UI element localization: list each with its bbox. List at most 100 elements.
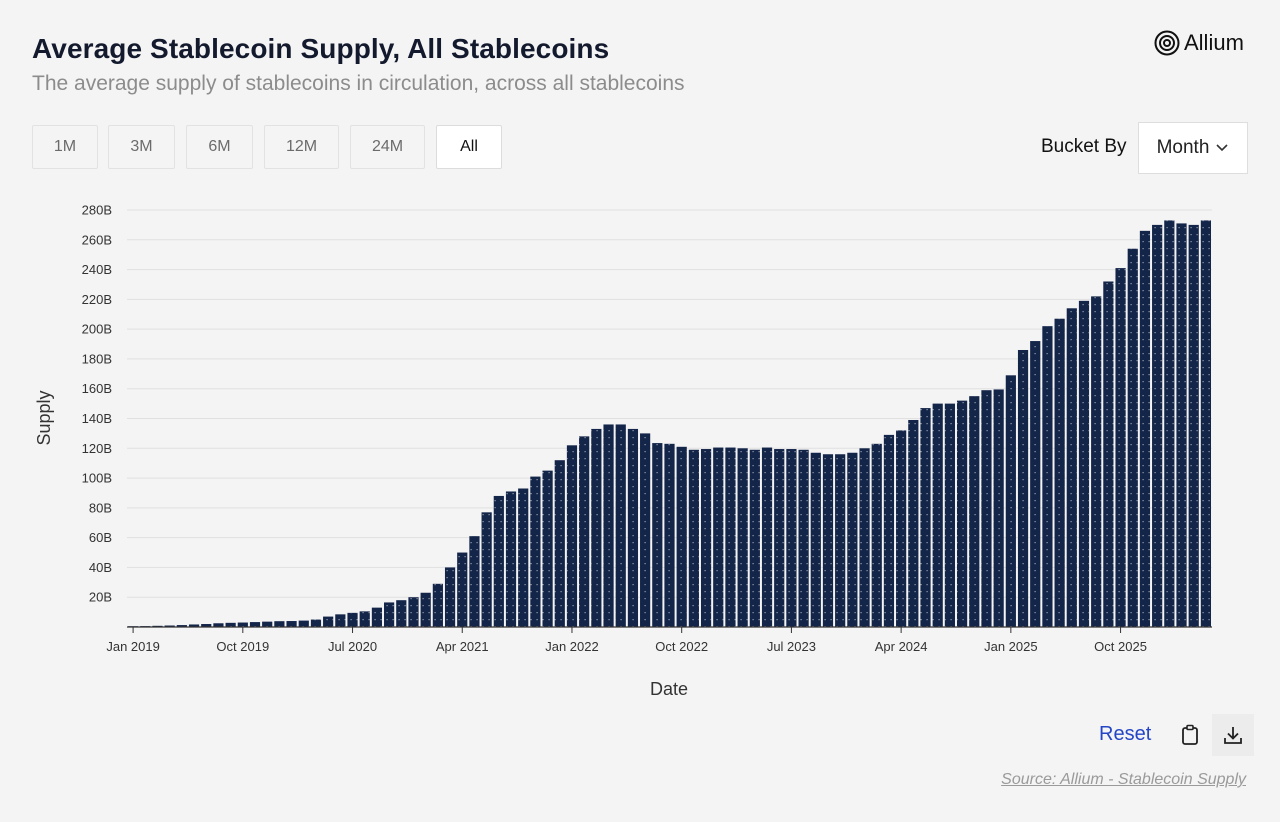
bar-texture <box>786 449 797 627</box>
bar-texture <box>1030 341 1041 627</box>
bar-texture <box>603 424 614 627</box>
bar-texture <box>566 445 578 627</box>
bar-texture <box>1017 349 1029 627</box>
bar-texture <box>384 602 395 627</box>
download-button[interactable] <box>1212 714 1254 756</box>
bar-texture <box>969 396 980 627</box>
bar-texture <box>469 536 480 627</box>
y-tick-label: 160B <box>82 381 112 396</box>
bar[interactable] <box>188 624 200 627</box>
x-tick-label: Oct 2019 <box>216 639 269 654</box>
y-tick-label: 240B <box>82 262 112 277</box>
range-button-all[interactable]: All <box>436 125 502 169</box>
bar-texture <box>1188 224 1199 627</box>
bar-texture <box>676 446 687 627</box>
y-tick-label: 20B <box>89 590 112 605</box>
bar-texture <box>408 597 419 627</box>
bar-texture <box>1054 318 1065 627</box>
bucket-by-value: Month <box>1156 137 1210 158</box>
bar-texture <box>652 443 663 627</box>
bar-texture <box>810 452 821 627</box>
bar-texture <box>457 552 468 627</box>
x-tick-label: Oct 2022 <box>655 639 708 654</box>
bar-texture <box>1103 281 1114 627</box>
bar-texture <box>335 614 346 627</box>
bar-texture <box>1115 268 1126 627</box>
bar-texture <box>1042 326 1053 627</box>
bar-texture <box>700 449 712 627</box>
bucket-by-label: Bucket By <box>1041 136 1127 157</box>
x-tick-label: Jul 2023 <box>767 639 816 654</box>
bar-texture <box>1091 296 1102 627</box>
y-axis-ticks: 20B 40B 60B 80B 100B 120B 140B 160B 180B 200B 220B… <box>82 203 112 605</box>
bar-texture <box>896 430 907 627</box>
bar-texture <box>1005 375 1016 627</box>
bar-texture <box>1066 308 1077 627</box>
bar[interactable] <box>176 625 187 627</box>
bar-texture <box>688 449 699 627</box>
download-icon <box>1224 727 1242 744</box>
bar-texture <box>993 389 1004 627</box>
clipboard-icon <box>1182 724 1198 745</box>
bar-texture <box>883 434 895 627</box>
bar-texture <box>493 495 504 627</box>
y-tick-label: 120B <box>82 441 112 456</box>
bar-texture <box>871 443 882 627</box>
range-button-12m[interactable]: 12M <box>264 125 339 169</box>
x-axis-label: Date <box>650 679 688 699</box>
chevron-down-icon <box>1216 144 1228 152</box>
range-button-6m[interactable]: 6M <box>186 125 253 169</box>
bar-texture <box>359 611 370 627</box>
bar-texture <box>859 448 870 627</box>
bar-texture <box>518 488 529 627</box>
bar-texture <box>640 433 651 627</box>
bar-texture <box>286 621 297 627</box>
copy-button[interactable] <box>1170 715 1210 755</box>
bar-texture <box>956 400 968 627</box>
source-link[interactable]: Source: Allium - Stablecoin Supply <box>1001 771 1246 788</box>
y-tick-label: 180B <box>82 351 112 366</box>
bar-texture <box>310 619 322 627</box>
range-button-1m[interactable]: 1M <box>32 125 98 169</box>
bar-texture <box>262 621 273 627</box>
bar-texture <box>347 612 358 627</box>
y-tick-label: 60B <box>89 530 112 545</box>
range-button-3m[interactable]: 3M <box>108 125 175 169</box>
bar[interactable] <box>164 625 175 627</box>
bar-texture <box>774 449 785 627</box>
y-tick-label: 80B <box>89 500 112 515</box>
bar-texture <box>481 512 492 627</box>
y-tick-label: 280B <box>82 203 112 218</box>
logo-text: Allium <box>1184 30 1244 55</box>
chart-subtitle: The average supply of stablecoins in cir… <box>32 72 685 95</box>
bar-texture <box>981 390 992 627</box>
bar-texture <box>1152 224 1163 627</box>
bar-texture <box>932 403 943 627</box>
x-tick-label: Oct 2025 <box>1094 639 1147 654</box>
bar-texture <box>1164 220 1175 628</box>
x-tick-label: Jan 2025 <box>984 639 1038 654</box>
bar-texture <box>579 436 590 627</box>
reset-button[interactable]: Reset <box>1099 723 1152 745</box>
bar-texture <box>371 607 383 627</box>
bar-texture <box>225 622 236 627</box>
bar-texture <box>908 419 919 627</box>
chart-title: Average Stablecoin Supply, All Stablecoi… <box>32 33 610 64</box>
bucket-by-select[interactable]: Month <box>1138 122 1248 174</box>
bar-texture <box>298 620 309 627</box>
bar[interactable] <box>213 623 224 627</box>
allium-logo: Allium <box>1154 30 1244 56</box>
bar-texture <box>554 460 565 627</box>
bar-texture <box>505 491 517 627</box>
bar-texture <box>591 428 602 627</box>
bar-texture <box>725 447 736 627</box>
y-tick-label: 260B <box>82 232 112 247</box>
bar-texture <box>530 476 541 627</box>
bar-texture <box>713 447 724 627</box>
range-button-24m[interactable]: 24M <box>350 125 425 169</box>
bar-texture <box>798 449 809 627</box>
bar-texture <box>420 592 431 627</box>
bar-texture <box>444 567 456 627</box>
y-tick-label: 40B <box>89 560 112 575</box>
bar[interactable] <box>201 624 212 627</box>
